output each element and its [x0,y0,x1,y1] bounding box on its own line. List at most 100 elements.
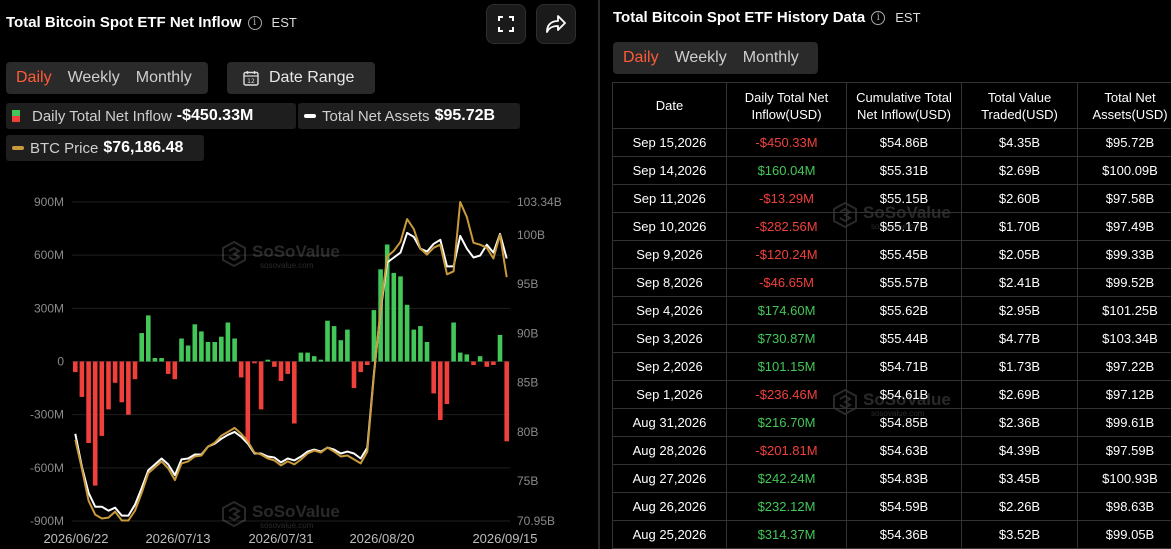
table-row[interactable]: Aug 31,2026 $216.70M $54.85B $2.36B $99.61B [612,408,1171,437]
right-period-tabs: Daily Weekly Monthly [613,42,818,74]
col-header-cumulative-inflow[interactable]: Cumulative Total Net Inflow(USD) [846,82,962,129]
y-left-tick-label: 300M [34,301,64,315]
y-right-tick-label: 80B [517,425,538,439]
inflow-bar [225,322,231,362]
inflow-bar [272,361,277,367]
inflow-bar [418,326,423,362]
cell-cumulative-inflow: $55.17B [846,212,962,241]
legend-total-net-assets[interactable]: Total Net Assets $95.72B [298,103,520,129]
table-row[interactable]: Aug 27,2026 $242.24M $54.83B $3.45B $100.93B [612,464,1171,493]
table-row[interactable]: Sep 8,2026 -$46.65M $55.57B $2.41B $99.52B [612,268,1171,297]
table-row[interactable]: Sep 2,2026 $101.15M $54.71B $1.73B $97.22B [612,352,1171,381]
left-period-tabs: Daily Weekly Monthly [6,62,208,94]
inflow-bar [112,361,118,383]
y-left-tick-label: 900M [34,195,64,209]
table-row[interactable]: Sep 9,2026 -$120.24M $55.45B $2.05B $99.33B [612,240,1171,269]
right-tab-daily[interactable]: Daily [623,49,659,66]
cell-cumulative-inflow: $55.57B [846,268,962,297]
inflow-bar [431,361,436,394]
cell-net-assets: $97.49B [1077,212,1171,241]
cell-daily-inflow: -$13.29M [726,184,847,213]
net-inflow-chart[interactable]: SoSoValuesosovalue.comSoSoValuesosovalue… [0,180,598,549]
table-row[interactable]: Aug 26,2026 $232.12M $54.59B $2.26B $98.63B [612,492,1171,521]
total-net-assets-line [74,231,508,517]
net-inflow-title-text: Total Bitcoin Spot ETF Net Inflow [6,14,242,31]
timezone-label: EST [271,15,297,30]
inflow-bar [219,336,224,362]
inflow-bar [311,356,317,362]
table-row[interactable]: Aug 28,2026 -$201.81M $54.63B $4.39B $97.59B [612,436,1171,465]
table-row[interactable]: Sep 15,2026 -$450.33M $54.86B $4.35B $95.72B [612,128,1171,157]
x-tick-label: 2026/09/15 [472,531,537,546]
cell-value-traded: $2.69B [961,156,1078,185]
x-tick-label: 2026/07/13 [145,531,210,546]
date-range-button[interactable]: 12 Date Range [227,62,375,94]
legend-btc-price[interactable]: BTC Price $76,186.48 [6,135,204,161]
inflow-bar [245,361,251,443]
col-header-date[interactable]: Date [612,82,727,129]
info-icon[interactable]: i [247,15,262,30]
table-row[interactable]: Sep 11,2026 -$13.29M $55.15B $2.60B $97.58B [612,184,1171,213]
inflow-bar [444,361,450,404]
cell-date: Sep 2,2026 [612,352,727,381]
watermark-logo-icon [222,240,246,268]
inflow-bar [438,361,443,420]
cell-value-traded: $2.60B [961,184,1078,213]
inflow-bar [179,338,184,362]
share-button[interactable] [536,4,576,44]
timezone-label: EST [895,10,921,25]
cell-daily-inflow: -$201.81M [726,436,847,465]
inflow-bar [298,352,304,362]
inflow-bar [86,361,91,443]
table-row[interactable]: Sep 14,2026 $160.04M $55.31B $2.69B $100.09B [612,156,1171,185]
left-tab-monthly[interactable]: Monthly [135,69,192,86]
table-row[interactable]: Sep 4,2026 $174.60M $55.62B $2.95B $101.25B [612,296,1171,325]
inflow-bar [205,342,211,362]
y-right-tick-label: 85B [517,376,538,390]
col-header-daily-inflow[interactable]: Daily Total Net Inflow(USD) [726,82,847,129]
cell-date: Sep 14,2026 [612,156,727,185]
legend-assets-label: Total Net Assets [322,107,430,125]
history-table-wrapper[interactable]: Date Daily Total Net Inflow(USD) Cumulat… [612,82,1171,549]
right-tab-monthly[interactable]: Monthly [742,49,799,66]
table-row[interactable]: Aug 25,2026 $314.37M $54.36B $3.52B $99.05B [612,520,1171,549]
right-tab-weekly[interactable]: Weekly [674,49,727,66]
inflow-bar [371,310,377,362]
inflow-bars [73,244,509,486]
col-header-net-assets[interactable]: Total Net Assets(USD) [1077,82,1171,129]
inflow-bar [185,345,191,362]
legend-btc-value: $76,186.48 [103,139,184,156]
inflow-bar [238,361,244,378]
cell-date: Sep 3,2026 [612,324,727,353]
cell-date: Aug 31,2026 [612,408,727,437]
chart-lines [74,201,508,522]
cell-value-traded: $1.70B [961,212,1078,241]
table-row[interactable]: Sep 3,2026 $730.87M $55.44B $4.77B $103.34B [612,324,1171,353]
inflow-bar [132,361,138,380]
table-row[interactable]: Sep 1,2026 -$236.46M $54.61B $2.69B $97.12B [612,380,1171,409]
left-tab-weekly[interactable]: Weekly [67,69,120,86]
y-left-tick-label: 600M [34,248,64,262]
y-right-tick-label: 103.34B [517,195,562,209]
cell-date: Aug 25,2026 [612,520,727,549]
inflow-bar [325,320,330,362]
table-row[interactable]: Sep 10,2026 -$282.56M $55.17B $1.70B $97.49B [612,212,1171,241]
cell-cumulative-inflow: $55.15B [846,184,962,213]
fullscreen-button[interactable] [486,4,526,44]
cell-cumulative-inflow: $54.83B [846,464,962,493]
watermark-logo-mark [228,506,241,522]
left-tab-daily[interactable]: Daily [16,69,52,86]
cell-date: Sep 9,2026 [612,240,727,269]
cell-date: Sep 1,2026 [612,380,727,409]
net-inflow-title: Total Bitcoin Spot ETF Net Inflow i EST [6,14,297,31]
info-icon[interactable]: i [871,10,886,25]
legend-net-inflow[interactable]: Daily Total Net Inflow -$450.33M [6,103,296,129]
y-right-tick-label: 75B [517,474,538,488]
inflow-bar [152,358,158,362]
inflow-bar [146,315,151,362]
legend-btc-label: BTC Price [30,139,99,157]
inflow-bar [165,361,171,374]
inflow-bar [106,361,111,410]
col-header-value-traded[interactable]: Total Value Traded(USD) [961,82,1078,129]
